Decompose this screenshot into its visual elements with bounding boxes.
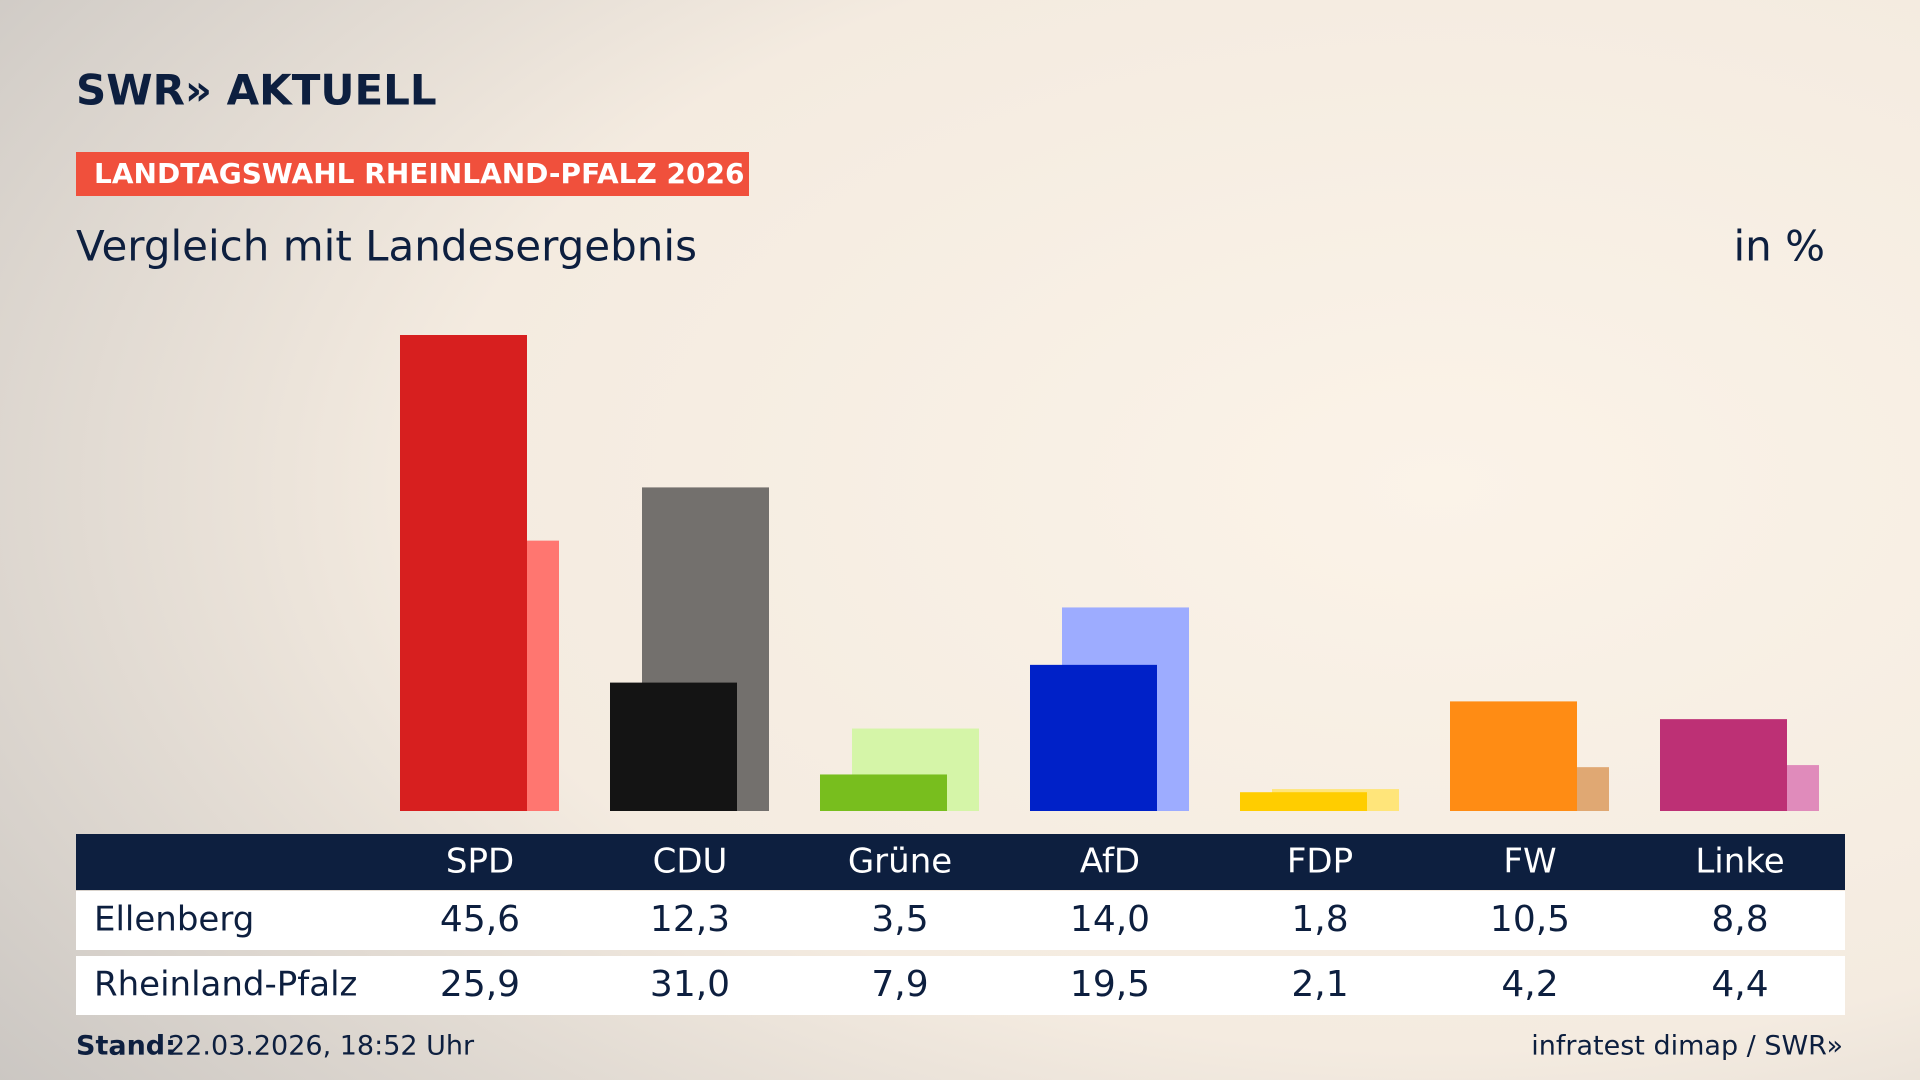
badge: LANDTAGSWAHL RHEINLAND-PFALZ 2026	[94, 157, 744, 190]
cell-value: 8,8	[1711, 899, 1768, 940]
bar	[1660, 719, 1787, 811]
badge-bg	[76, 152, 749, 196]
column-header: CDU	[653, 842, 728, 882]
bar	[1030, 664, 1157, 811]
bar	[1450, 701, 1577, 811]
cell-value: 1,8	[1291, 899, 1348, 940]
table-header	[76, 834, 1845, 890]
column-header: SPD	[446, 842, 514, 882]
bar	[1240, 792, 1367, 811]
cell-value: 3,5	[871, 899, 928, 940]
bar	[820, 774, 947, 811]
bar	[400, 335, 527, 811]
cell-value: 25,9	[440, 964, 520, 1005]
column-header: FDP	[1287, 842, 1353, 882]
unit: in %	[1733, 222, 1825, 271]
table-row	[76, 956, 1845, 1015]
column-header: Grüne	[848, 842, 952, 882]
stand-value: 22.03.2026, 18:52 Uhr	[168, 1031, 475, 1062]
cell-value: 4,2	[1501, 964, 1558, 1005]
column-header: FW	[1503, 842, 1556, 882]
column-header: AfD	[1080, 842, 1140, 882]
cell-value: 19,5	[1070, 964, 1150, 1005]
cell-value: 14,0	[1070, 899, 1150, 940]
cell-value: 10,5	[1490, 899, 1570, 940]
column-header: Linke	[1695, 842, 1784, 882]
row-label: Ellenberg	[94, 900, 254, 940]
cell-value: 7,9	[871, 964, 928, 1005]
stand-label: Stand:	[76, 1031, 176, 1062]
chart-title: Vergleich mit Landesergebnis	[76, 222, 697, 271]
cell-value: 4,4	[1711, 964, 1768, 1005]
cell-value: 45,6	[440, 899, 520, 940]
row-label: Rheinland-Pfalz	[94, 965, 357, 1005]
source: infratest dimap / SWR»	[1531, 1031, 1843, 1062]
cell-value: 2,1	[1291, 964, 1348, 1005]
logo: SWR» AKTUELL	[76, 66, 437, 115]
cell-value: 31,0	[650, 964, 730, 1005]
table-row	[76, 891, 1845, 950]
bar	[610, 682, 737, 811]
cell-value: 12,3	[650, 899, 730, 940]
